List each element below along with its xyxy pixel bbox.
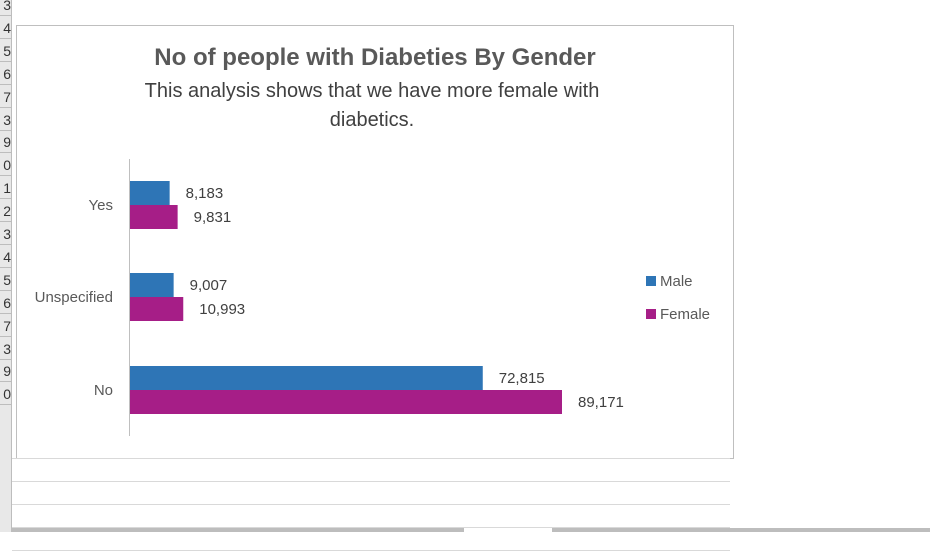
data-label: 72,815 [499, 370, 545, 387]
row-number[interactable]: 3 [0, 223, 11, 245]
bar-female [130, 390, 562, 414]
data-label: 8,183 [186, 185, 224, 202]
row-number[interactable]: 7 [0, 315, 11, 337]
sheet-gridline [12, 503, 730, 505]
row-number[interactable]: 7 [0, 86, 11, 108]
sheet-gridline [12, 480, 730, 482]
bar-male [130, 181, 170, 205]
bar-male [130, 273, 174, 297]
sheet-gridline [12, 526, 730, 528]
legend-label: Female [660, 306, 710, 323]
row-number[interactable]: 3 [0, 0, 11, 16]
row-number[interactable]: 4 [0, 246, 11, 268]
category-label: No [94, 382, 113, 399]
row-number[interactable]: 0 [0, 154, 11, 177]
row-number[interactable]: 2 [0, 200, 11, 223]
category-label: Yes [89, 197, 113, 214]
data-label: 9,007 [190, 277, 228, 294]
row-number[interactable]: 3 [0, 109, 11, 131]
data-label: 9,831 [194, 209, 232, 226]
chart-area[interactable]: No of people with Diabeties By Gender Th… [16, 25, 734, 459]
row-number[interactable]: 9 [0, 360, 11, 383]
bar-female [130, 297, 184, 321]
row-number[interactable]: 1 [0, 177, 11, 200]
row-number[interactable]: 6 [0, 63, 11, 85]
legend-label: Male [660, 273, 693, 290]
chart-title: No of people with Diabeties By Gender [154, 44, 596, 71]
category-label: Unspecified [35, 289, 113, 306]
row-number[interactable]: 4 [0, 17, 11, 39]
sheet-gridline [12, 549, 730, 551]
chart-subtitle: This analysis shows that we have more fe… [144, 80, 600, 131]
data-label: 10,993 [199, 301, 245, 318]
bar-female [130, 205, 178, 229]
bar-male [130, 366, 483, 390]
sheet-gridline [12, 458, 730, 459]
row-number[interactable]: 0 [0, 383, 11, 406]
legend-swatch-female [646, 309, 656, 319]
bar-chart-plot: Yes 8,183 9,831 Unspecified 9,007 10,993 No 72,… [35, 159, 710, 436]
data-label: 89,171 [578, 394, 624, 411]
row-number[interactable]: 3 [0, 338, 11, 360]
row-number[interactable]: 5 [0, 269, 11, 291]
row-number[interactable]: 5 [0, 40, 11, 62]
row-number[interactable]: 9 [0, 131, 11, 154]
row-number[interactable]: 6 [0, 292, 11, 314]
legend-swatch-male [646, 276, 656, 286]
